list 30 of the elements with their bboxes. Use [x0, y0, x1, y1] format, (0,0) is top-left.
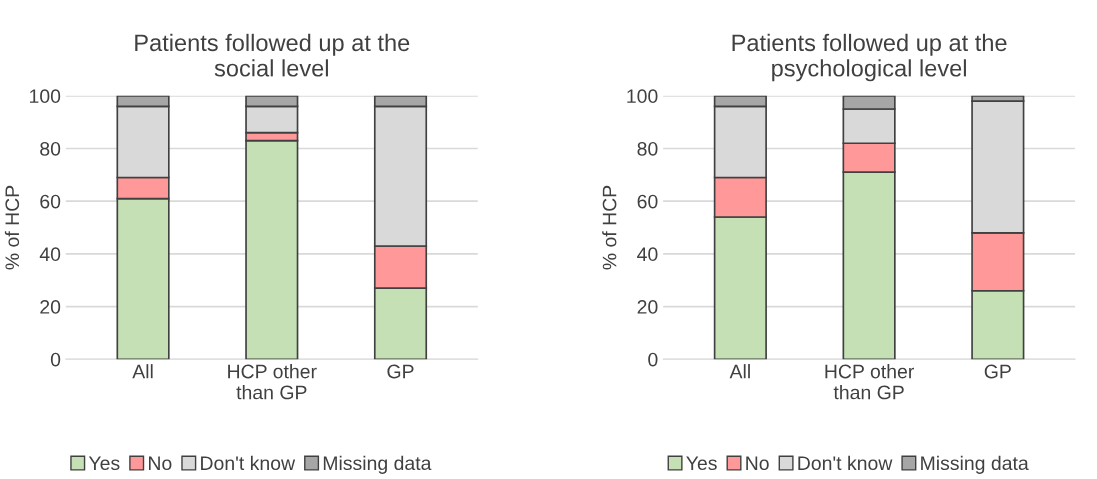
chart-title: Patients followed up at the social level — [135, 33, 410, 77]
y-tick-label: 20 — [637, 300, 658, 314]
y-tick-label: 20 — [40, 300, 61, 314]
y-tick-label: 0 — [50, 352, 61, 367]
x-tick-label: All — [132, 364, 153, 379]
y-tick-label: 60 — [637, 194, 658, 209]
legend-label: Yes — [88, 456, 120, 471]
legend-label: Missing data — [921, 455, 1029, 474]
y-tick-label: 0 — [648, 352, 658, 367]
x-tick-label: GP — [984, 364, 1011, 379]
legend-label: Missing data — [323, 455, 432, 474]
y-tick-label: 100 — [30, 89, 61, 104]
x-tick-label: All — [729, 364, 750, 379]
legend-label: Yes — [686, 456, 717, 471]
x-tick-label: HCP other than GP — [825, 364, 914, 400]
chart-title: Patients followed up at the psychological level — [732, 33, 1007, 82]
y-tick-label: 100 — [627, 89, 658, 104]
x-tick-label: HCP other than GP — [228, 364, 317, 400]
y-tick-label: 40 — [637, 247, 658, 262]
legend-label: No — [746, 456, 769, 471]
y-tick-label: 80 — [637, 141, 658, 156]
legend-label: No — [149, 456, 172, 471]
y-axis-title: % of HCP — [602, 185, 617, 270]
legend-label: Don't know — [201, 455, 296, 471]
x-tick-label: GP — [387, 364, 414, 379]
legend-label: Don't know — [798, 455, 893, 471]
y-tick-label: 80 — [40, 141, 61, 156]
y-tick-label: 40 — [39, 247, 61, 262]
y-axis-title: % of HCP — [4, 185, 20, 270]
y-tick-label: 60 — [40, 194, 61, 209]
